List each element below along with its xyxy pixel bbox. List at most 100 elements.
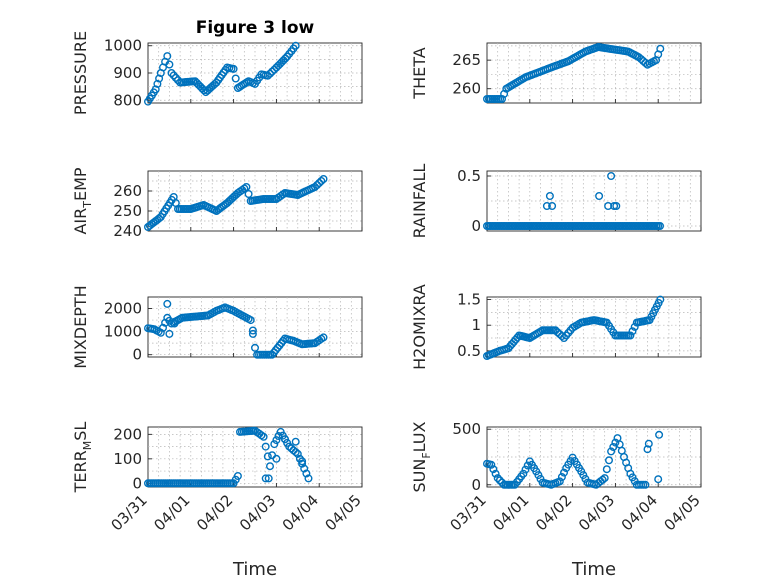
y-tick-label: 1: [471, 316, 481, 334]
subplot-3: 240 250 260 AIRTEMP: [71, 167, 363, 240]
y-tick-label: 100: [113, 450, 142, 468]
plot-area: [486, 296, 702, 358]
data-point: [266, 69, 275, 78]
data-point: [319, 333, 328, 342]
data-point: [250, 343, 259, 352]
data-point: [600, 474, 609, 483]
plot-area: [486, 170, 702, 232]
data-point: [487, 460, 496, 469]
y-tick-label: 500: [452, 420, 481, 438]
data-point: [259, 432, 268, 441]
x-tick-label: 04/05: [322, 491, 365, 534]
data-point: [163, 52, 172, 61]
y-axis-label: AIRTEMP: [71, 167, 94, 234]
data-point: [246, 316, 255, 325]
y-tick-label: 260: [452, 80, 481, 98]
data-point: [313, 180, 322, 189]
data-point: [555, 477, 564, 486]
subplot-8: 0 500 SUNFLUX 03/31 04/01 04/02 04/03 04/04 04/0…: [410, 420, 704, 580]
data-point: [233, 472, 242, 481]
data-point: [654, 475, 663, 484]
x-tick-label: 04/04: [618, 491, 661, 534]
x-tick-label: 04/04: [279, 491, 322, 534]
data-point: [270, 440, 279, 449]
data-point: [248, 329, 257, 338]
x-tick-label: 04/02: [532, 491, 575, 534]
data-point: [266, 462, 275, 471]
y-axis-label: PRESSURE: [71, 31, 90, 115]
data-point: [310, 182, 319, 191]
y-tick-label: 240: [113, 222, 142, 240]
data-point: [542, 201, 551, 210]
x-tick-label: 04/05: [661, 491, 704, 534]
y-tick-label: 0: [132, 346, 142, 364]
y-tick-label: 265: [452, 51, 481, 69]
y-axis-label: TERRMSL: [71, 422, 94, 494]
data-point: [495, 476, 504, 485]
x-axis-label: Time: [232, 559, 277, 580]
data-point: [167, 68, 176, 77]
data-point: [644, 439, 653, 448]
y-axis-label: SUNFLUX: [410, 421, 433, 492]
data-point: [317, 176, 326, 185]
data-point: [656, 295, 665, 304]
data-point: [229, 64, 238, 73]
data-point: [319, 174, 328, 183]
data-point: [171, 73, 180, 82]
data-point: [293, 449, 302, 458]
x-tick-label: 04/01: [489, 491, 532, 534]
data-point: [607, 171, 616, 180]
data-point: [272, 454, 281, 463]
data-point: [557, 473, 566, 482]
plot-area: [486, 42, 702, 104]
data-point: [199, 86, 208, 95]
data-point: [605, 456, 614, 465]
data-point: [595, 191, 604, 200]
y-tick-label: 1000: [104, 37, 142, 55]
data-point: [557, 332, 566, 341]
data-point: [548, 201, 557, 210]
data-point: [169, 71, 178, 80]
data-point: [315, 178, 324, 187]
subplot-6: 0.5 1 1.5 H2OMIXRA: [410, 284, 702, 370]
y-axis-label: H2OMIXRA: [410, 284, 429, 370]
data-point: [612, 201, 621, 210]
data-point: [261, 474, 270, 483]
data-point: [656, 221, 665, 230]
subplot-4: 0 0.5 RAINFALL: [410, 164, 702, 238]
data-point: [263, 452, 272, 461]
data-point: [598, 475, 607, 484]
data-point: [300, 464, 309, 473]
data-point: [523, 461, 532, 470]
data-point: [609, 443, 618, 452]
data-point: [304, 474, 313, 483]
data-point: [281, 54, 290, 63]
x-tick-label: 04/03: [236, 491, 279, 534]
data-point: [244, 189, 253, 198]
y-tick-label: 1000: [104, 323, 142, 341]
subplot-5: 0 1000 2000 MIXDEPTH: [71, 285, 363, 369]
data-point: [302, 469, 311, 478]
data-point: [261, 442, 270, 451]
data-point: [272, 436, 281, 445]
data-point: [242, 182, 251, 191]
data-point: [626, 331, 635, 340]
data-point: [519, 469, 528, 478]
data-point: [291, 437, 300, 446]
data-point: [291, 448, 300, 457]
y-axis-label: THETA: [410, 47, 429, 99]
data-point: [158, 323, 167, 332]
subplot-7: 0 100 200 TERRMSL 03/31 04/01 04/02 04/03 04/04 0…: [71, 422, 365, 580]
data-point: [602, 465, 611, 474]
y-tick-label: 2000: [104, 300, 142, 318]
y-tick-label: 0: [471, 476, 481, 494]
data-point: [281, 435, 290, 444]
data-point: [298, 459, 307, 468]
data-point: [611, 438, 620, 447]
subplot-1: 800 900 1000 PRESSURE Figure 3 low: [71, 18, 363, 115]
data-point: [291, 41, 300, 50]
plot-area: [147, 42, 363, 104]
x-tick-label: 03/31: [447, 491, 490, 534]
data-point: [170, 319, 179, 328]
